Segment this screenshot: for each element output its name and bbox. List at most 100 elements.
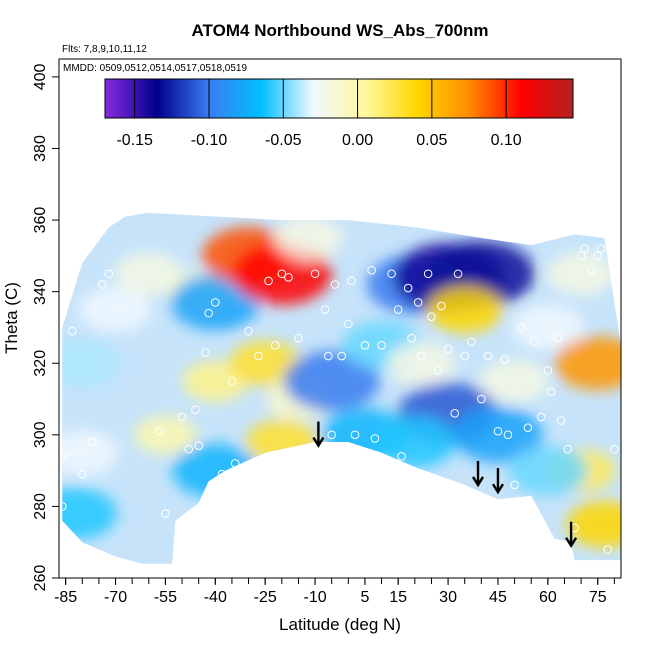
field-patch [170,274,260,331]
x-axis-label: Latitude (deg N) [279,615,401,634]
observation-point [264,276,273,286]
observation-point [154,426,164,436]
observation-point [277,269,287,279]
x-tick-label: -70 [104,589,127,606]
observation-point [324,351,333,361]
observation-point [500,355,509,364]
observation-point [417,351,426,361]
observation-point [563,444,573,454]
observation-point [493,426,503,436]
observation-point [377,341,386,350]
observation-point [576,251,586,261]
observation-point [580,244,589,254]
field-patch [508,445,588,496]
chart-title: ATOM4 Northbound WS_Abs_700nm [192,21,489,40]
observation-point [586,265,596,275]
observation-point [403,283,413,293]
field-patch [566,500,621,549]
observation-point [191,405,200,415]
observation-point [523,423,533,432]
field-patch [273,216,343,260]
observation-point [553,333,563,343]
plot-frame [58,58,622,579]
field-patch [62,487,117,540]
x-tick-label: 60 [539,589,557,606]
y-tick-label: 340 [32,278,49,305]
observation-point [530,337,539,347]
observation-point [204,308,213,318]
observation-point [344,319,353,329]
observation-point [194,441,203,450]
field-patch [283,351,380,412]
field-patch [79,286,152,333]
x-tick-label: 30 [439,589,457,606]
x-axis: -85 -70 -55 -40 -25 -10 5 15 30 45 60 75 [54,578,615,606]
field-layer [62,216,621,549]
field-patch [480,359,550,403]
y-tick-label: 320 [32,350,49,377]
flight-arrow [491,468,504,495]
observation-point [77,469,87,479]
observation-point [387,269,396,279]
x-tick-label: 15 [389,589,407,606]
observation-point [270,341,280,350]
observation-point [330,280,340,289]
y-tick-label: 300 [32,421,49,448]
observation-point [59,452,67,461]
x-tick-label: -25 [254,589,277,606]
observation-point [244,326,253,336]
flights-annotation: Flts: 7,8,9,10,11,12 [62,44,147,55]
observation-point [443,344,453,354]
observation-point [217,469,227,479]
observation-point [393,305,403,314]
colorbar-tick-label: 0.00 [342,132,373,149]
field-patch [546,252,616,296]
y-tick-label: 360 [32,207,49,234]
field-patch [426,285,503,334]
observation-point [347,276,356,286]
observation-point [350,430,360,440]
observation-point [327,430,336,440]
x-tick-label: -85 [54,589,77,606]
observation-point [610,444,619,454]
observation-point [503,430,513,440]
colorbar-tick-label: -0.15 [116,132,153,149]
observation-point [427,312,436,322]
x-tick-label: 75 [589,589,607,606]
colorbar-ramp [104,78,574,119]
colorbar-tick-label: -0.05 [265,132,302,149]
field-patch [62,339,121,387]
observation-point [543,366,553,375]
observation-point [227,376,237,386]
y-tick-label: 400 [32,63,49,90]
field-patch [114,252,184,296]
observation-point [603,545,612,554]
observation-point [593,251,603,261]
observation-point [433,366,443,375]
observation-point [423,269,433,279]
observation-point [97,280,107,289]
field-patch [62,430,119,476]
observation-point [397,452,406,461]
observation-point [483,351,493,361]
observation-point [546,387,556,397]
field-patch [386,341,457,385]
observation-point [161,509,170,518]
field-patch [511,304,585,351]
observation-point [556,416,566,425]
colorbar-ticks: -0.15 -0.10 -0.05 0.00 0.05 0.10 [116,79,522,149]
colorbar: -0.15 -0.10 -0.05 0.00 0.05 0.10 [104,78,574,149]
observation-point [230,459,240,468]
y-tick-label: 260 [32,565,49,592]
observation-point [467,337,476,347]
flight-arrows [312,421,578,549]
x-tick-label: -55 [154,589,177,606]
observation-point [177,412,187,422]
y-tick-label: 280 [32,493,49,520]
flight-arrow [565,521,578,549]
observation-point [284,273,293,282]
observation-point [59,502,67,511]
observation-point [453,269,463,279]
observation-point [294,333,303,343]
